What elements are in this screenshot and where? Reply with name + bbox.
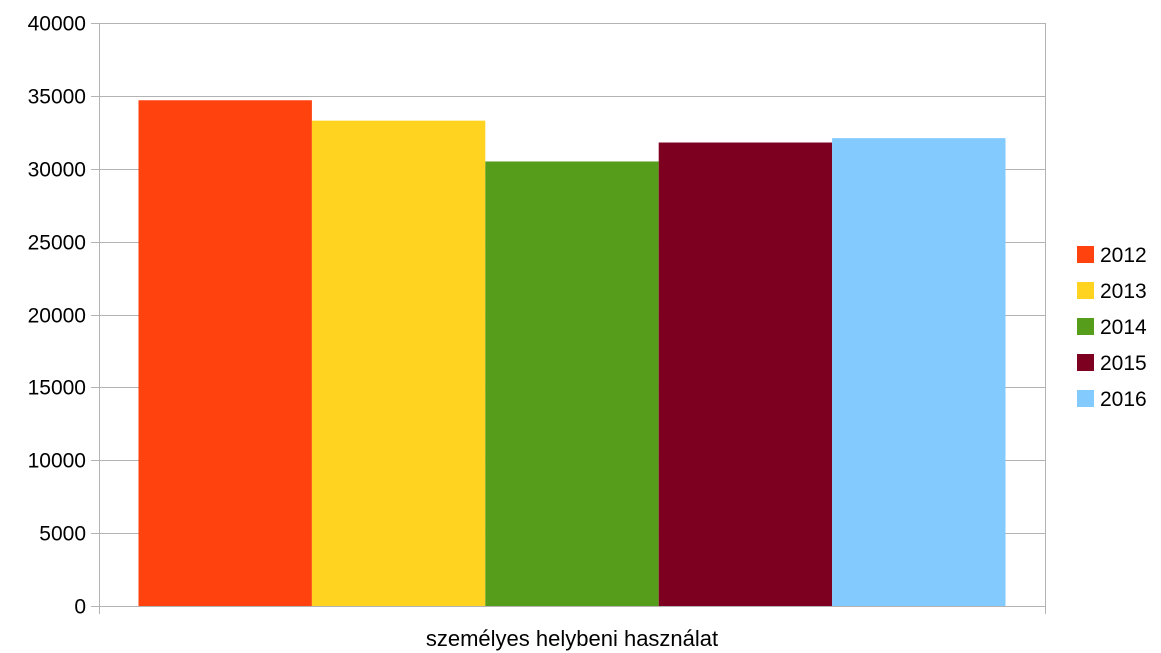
bar-2016 bbox=[832, 138, 1006, 606]
y-tick-label: 15000 bbox=[28, 377, 86, 400]
y-tick-label: 40000 bbox=[28, 13, 86, 36]
legend-label-2012: 2012 bbox=[1100, 244, 1147, 267]
legend-label-2014: 2014 bbox=[1100, 316, 1147, 339]
bar-2013 bbox=[311, 120, 486, 606]
y-axis-tick-labels: 0 5000 10000 15000 20000 25000 30000 35000 40000 bbox=[28, 13, 86, 619]
legend-label-2013: 2013 bbox=[1100, 280, 1147, 303]
bar-2014 bbox=[485, 161, 659, 606]
bar-2012 bbox=[138, 100, 312, 606]
y-tick-label: 10000 bbox=[28, 450, 86, 473]
legend-label-2016: 2016 bbox=[1100, 388, 1147, 411]
y-tick-label: 0 bbox=[74, 596, 86, 619]
legend-swatch-2013 bbox=[1077, 282, 1094, 299]
legend-swatch-2012 bbox=[1077, 246, 1094, 263]
legend-swatch-2015 bbox=[1077, 354, 1094, 371]
y-tick-label: 5000 bbox=[39, 523, 86, 546]
y-tick-label: 25000 bbox=[28, 232, 86, 255]
y-tick-label: 20000 bbox=[28, 305, 86, 328]
legend-label-2015: 2015 bbox=[1100, 352, 1147, 375]
y-tick-label: 35000 bbox=[28, 86, 86, 109]
y-tick-label: 30000 bbox=[28, 159, 86, 182]
bar-2015 bbox=[658, 142, 833, 606]
legend-swatch-2016 bbox=[1077, 390, 1094, 407]
axes bbox=[91, 23, 1046, 614]
legend: 2012 2013 2014 2015 2016 bbox=[1077, 244, 1147, 411]
legend-swatch-2014 bbox=[1077, 318, 1094, 335]
x-axis-category-label: személyes helybeni használat bbox=[426, 626, 718, 651]
bars bbox=[138, 100, 1006, 606]
